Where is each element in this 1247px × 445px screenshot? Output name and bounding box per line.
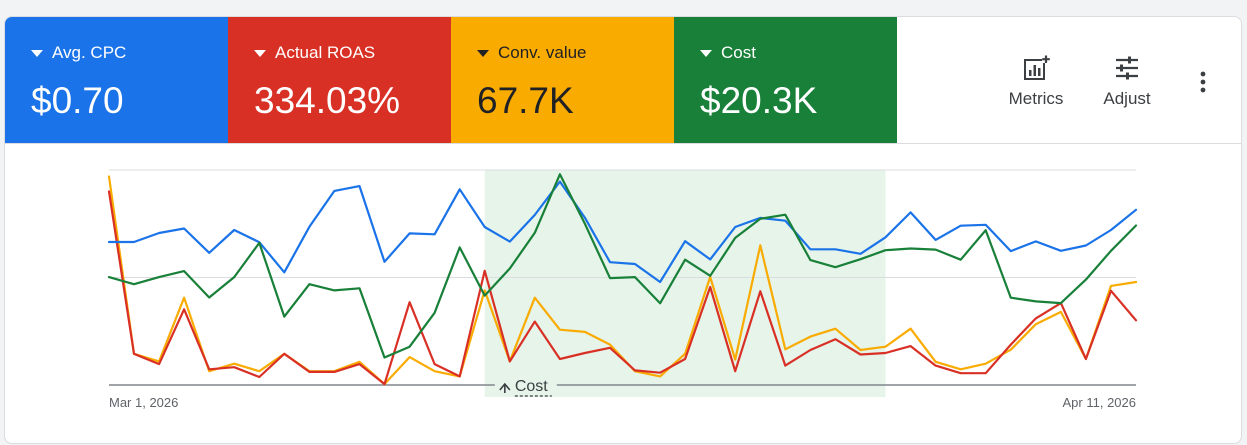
metric-value: 334.03% xyxy=(254,80,401,121)
metric-tile-conv-value[interactable]: Conv. value 67.7K xyxy=(451,17,674,143)
tiles-divider xyxy=(5,143,1241,144)
performance-line-chart: Cost Mar 1, 2026 Apr 11, 2026 xyxy=(107,169,1138,410)
metric-label: Avg. CPC xyxy=(52,43,127,62)
adjust-button[interactable]: Adjust xyxy=(1082,53,1172,109)
metrics-label: Metrics xyxy=(1008,89,1064,108)
metric-tiles: Avg. CPC $0.70 Actual ROAS 334.03% Conv.… xyxy=(5,17,897,143)
series-line-actual-roas xyxy=(107,190,1138,386)
series-line-cost xyxy=(107,173,1138,359)
caret-down-icon xyxy=(254,49,266,57)
metric-value: 67.7K xyxy=(477,80,574,121)
x-tick-label-end: Apr 11, 2026 xyxy=(1063,395,1136,410)
caret-down-icon xyxy=(700,49,712,57)
highlight-range xyxy=(484,170,886,397)
metric-label: Actual ROAS xyxy=(275,43,376,62)
caret-down-icon xyxy=(31,49,43,57)
metric-tile-cost[interactable]: Cost $20.3K xyxy=(674,17,897,143)
tune-icon xyxy=(1116,56,1138,80)
metric-tile-avg-cpc[interactable]: Avg. CPC $0.70 xyxy=(5,17,228,143)
adjust-label: Adjust xyxy=(1103,89,1151,108)
metric-value: $0.70 xyxy=(31,80,124,121)
series-line-avg-cpc xyxy=(107,180,1138,284)
chart-actions: Metrics Adjust xyxy=(990,53,1172,109)
annotation-label[interactable]: Cost xyxy=(515,378,548,395)
caret-down-icon xyxy=(477,49,489,57)
performance-card: Avg. CPC $0.70 Actual ROAS 334.03% Conv.… xyxy=(4,16,1242,444)
metric-label: Cost xyxy=(721,43,756,62)
metric-label: Conv. value xyxy=(498,43,587,62)
metric-value: $20.3K xyxy=(700,80,818,121)
metric-tile-actual-roas[interactable]: Actual ROAS 334.03% xyxy=(228,17,451,143)
more-vert-icon[interactable] xyxy=(1188,67,1218,97)
arrow-up-icon xyxy=(499,382,511,393)
annotation-box xyxy=(494,375,557,397)
x-tick-label-start: Mar 1, 2026 xyxy=(109,395,178,410)
add-chart-icon xyxy=(1024,55,1050,80)
metrics-button[interactable]: Metrics xyxy=(990,53,1082,109)
